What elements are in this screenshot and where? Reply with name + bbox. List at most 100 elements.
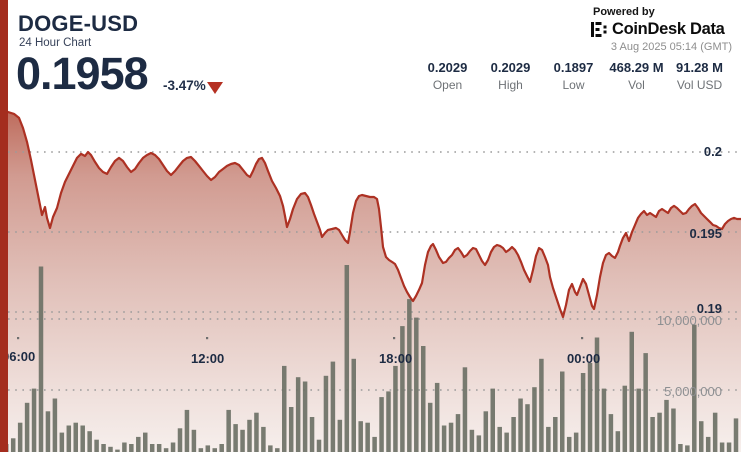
volume-bar [455, 414, 461, 452]
volume-bar [309, 417, 315, 452]
volume-bar [699, 421, 704, 452]
volume-bar [692, 324, 697, 452]
stat-open: 0.2029 Open [416, 60, 479, 92]
volume-bar [733, 418, 739, 452]
volume-bar [532, 387, 537, 452]
stat-label: Open [432, 78, 463, 92]
volume-bar [122, 442, 127, 452]
x-tick-dot [17, 337, 20, 340]
volume-bar [462, 367, 468, 452]
price-line [0, 110, 741, 319]
volume-bar [219, 444, 224, 452]
volume-bar [261, 426, 266, 452]
volume-bar [156, 444, 162, 452]
provider-link[interactable]: CoinDesk Data [591, 20, 725, 39]
volume-bar [170, 442, 176, 452]
volume-bar [712, 412, 718, 452]
volume-bar [10, 438, 16, 452]
volume-bar [198, 448, 204, 452]
volume-bar [636, 388, 641, 452]
volume-bar [254, 412, 259, 452]
stat-high: 0.2029 High [479, 60, 542, 92]
volume-bar [608, 414, 614, 452]
volume-tick-label: 5,000,000 [664, 384, 722, 399]
price-tick-label: 0.2 [703, 144, 722, 159]
volume-bar [497, 426, 502, 452]
volume-bar [518, 398, 523, 452]
volume-bar [448, 422, 454, 452]
volume-bar [337, 419, 343, 452]
volume-bar [59, 432, 65, 452]
volume-bar [393, 365, 398, 452]
volume-bar [657, 412, 662, 452]
price-tick-label: 0.195 [689, 226, 722, 241]
volume-bar [233, 424, 238, 452]
volume-bar [31, 388, 37, 452]
volume-bar [240, 429, 245, 452]
volume-bar [115, 449, 120, 452]
volume-bar [94, 439, 99, 452]
volume-bar [212, 448, 217, 452]
volume-bar [108, 446, 113, 452]
volume-bar [539, 358, 544, 452]
volume-bar [643, 353, 648, 452]
volume-bar [351, 358, 356, 452]
volume-bar [580, 373, 586, 452]
ohlc-stats: 0.2029 Open 0.2029 High 0.1897 Low 468.2… [416, 60, 731, 92]
volume-bar [546, 426, 551, 452]
x-tick-dot [393, 337, 396, 340]
stat-value: 468.29 M [609, 60, 664, 75]
time-tick-label: 12:00 [191, 351, 225, 366]
stat-volume: 468.29 M Vol [605, 60, 668, 92]
x-tick-dot [206, 337, 209, 340]
volume-bar [400, 326, 405, 452]
volume-bar [268, 445, 273, 452]
time-tick-label: 18:00 [379, 351, 413, 366]
stat-label: Vol [628, 78, 645, 92]
stat-value: 0.2029 [427, 60, 468, 75]
accent-bar [0, 0, 8, 452]
powered-by-label: Powered by [593, 6, 655, 18]
volume-bar [719, 442, 725, 452]
volume-bar [365, 422, 370, 452]
stat-label: Low [562, 78, 585, 92]
volume-bar [671, 408, 676, 452]
price-tick-label: 0.19 [696, 301, 722, 316]
volume-bar [678, 444, 683, 452]
volume-bar [24, 402, 30, 452]
volume-bar [38, 266, 44, 452]
volume-bar [504, 432, 509, 452]
volume-bar [622, 385, 628, 452]
volume-bar [66, 425, 72, 452]
volume-bar [379, 397, 384, 452]
stat-label: Vol USD [676, 78, 723, 92]
volume-bar [302, 381, 308, 452]
volume-bar [601, 388, 607, 452]
volume-bar [247, 419, 252, 452]
volume-bar [275, 448, 280, 452]
symbol-title: DOGE-USD [18, 11, 139, 36]
volume-bar [421, 346, 426, 452]
timestamp: 3 Aug 2025 05:14 (GMT) [610, 41, 732, 53]
volume-bar [525, 404, 530, 452]
volume-bar [344, 265, 350, 452]
volume-bar [323, 375, 329, 452]
volume-bar [560, 371, 565, 452]
volume-bar [434, 382, 440, 452]
volume-bar [288, 407, 294, 452]
stat-volume-usd: 91.28 M Vol USD [668, 60, 731, 92]
volume-bar [282, 365, 287, 452]
volume-bar [427, 402, 433, 452]
stat-value: 91.28 M [676, 60, 723, 75]
volume-bar [483, 411, 489, 452]
time-tick-label: 00:00 [567, 351, 601, 366]
volume-bar [17, 422, 23, 452]
stat-value: 0.2029 [490, 60, 531, 75]
volume-bar [45, 411, 51, 452]
volume-bar [685, 445, 690, 452]
volume-bar [407, 299, 412, 452]
volume-bar [191, 429, 197, 452]
volume-bar [490, 388, 495, 452]
volume-bar [136, 436, 141, 452]
